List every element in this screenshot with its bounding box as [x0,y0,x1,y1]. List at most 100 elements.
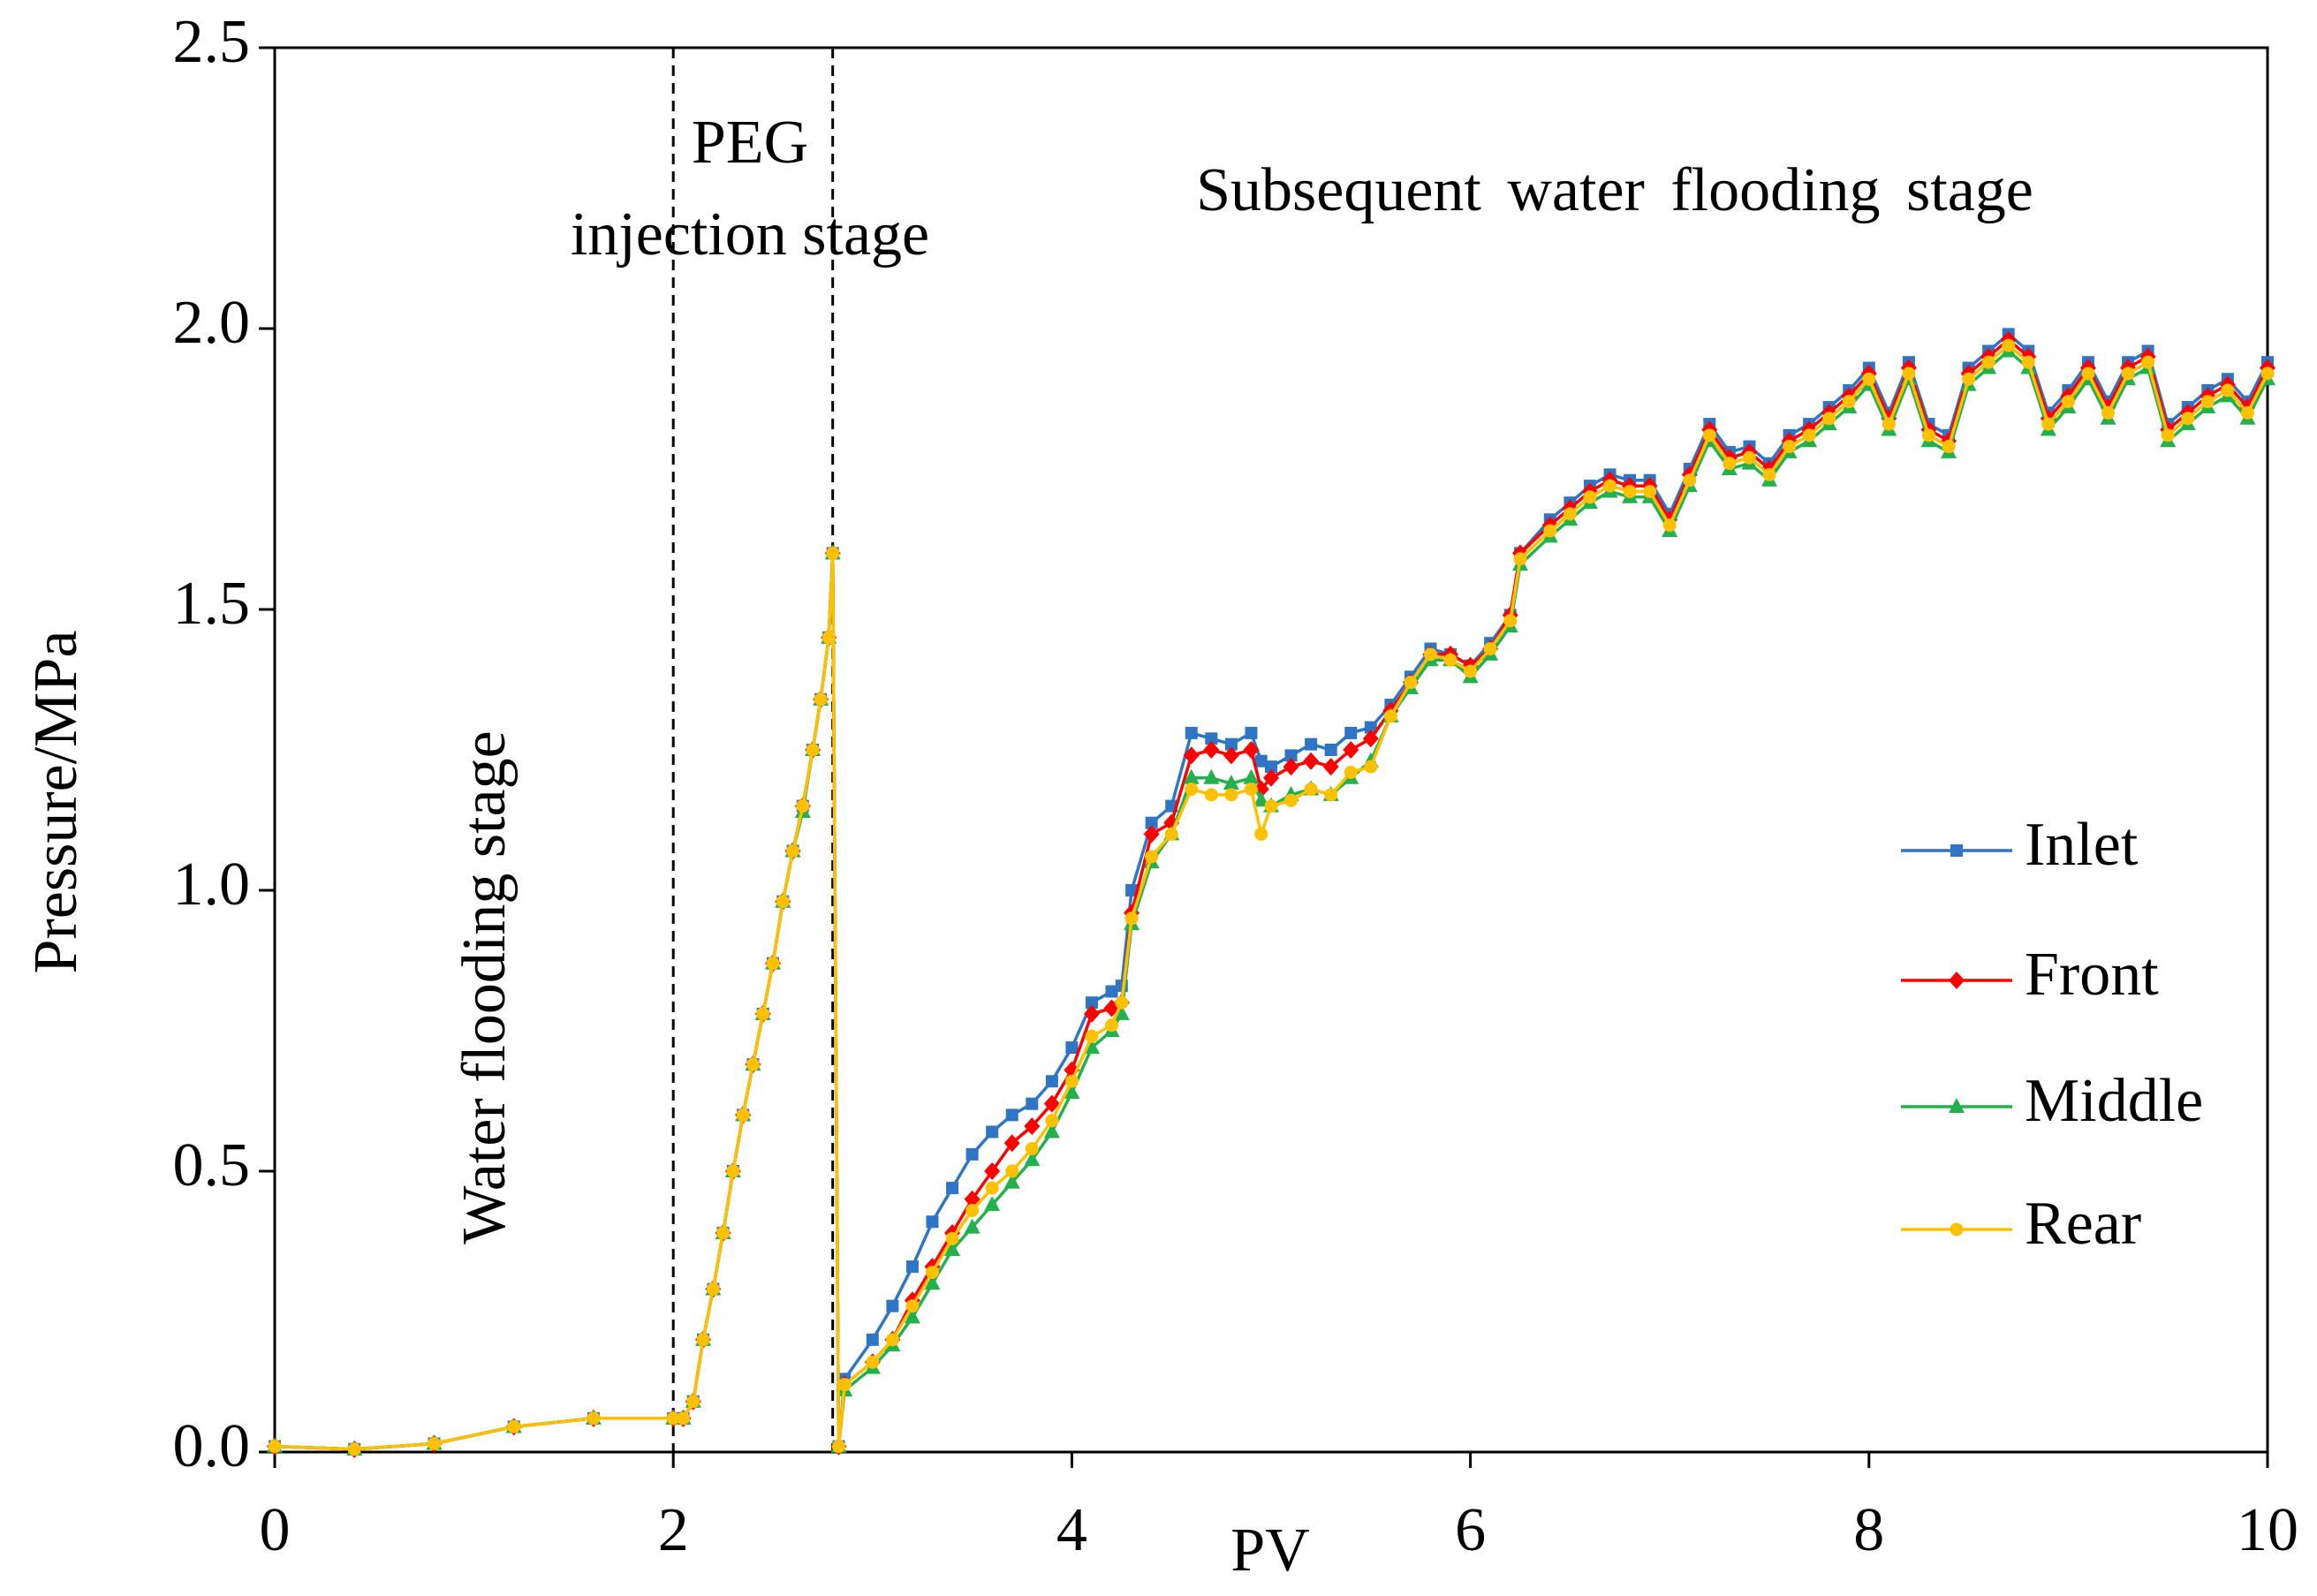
marker [736,1108,750,1122]
marker [1024,1117,1041,1136]
marker [1962,372,1976,386]
marker [507,1419,521,1433]
series [267,342,2275,1456]
marker [1065,1041,1079,1055]
marker [1284,793,1299,807]
y-tick-label: 2.0 [173,289,251,357]
marker [1404,676,1418,690]
marker [1105,1018,1119,1032]
marker [2101,405,2116,420]
marker [1284,749,1298,762]
marker [1253,791,1269,807]
marker [796,799,810,813]
series-line [274,349,2269,1451]
marker [2041,417,2056,431]
marker [2021,355,2035,369]
marker [1762,467,1776,481]
x-tick-label: 0 [260,1496,291,1564]
marker [1383,709,1397,723]
marker [676,1411,690,1426]
marker [905,1299,920,1313]
marker [866,1333,879,1346]
marker [946,1182,959,1195]
x-axis-label: PV [1230,1517,1309,1585]
marker [1950,1222,1964,1237]
marker [1145,816,1158,829]
y-axis-label: Pressure/MPa [22,631,90,974]
x-tick-label: 2 [658,1496,689,1564]
marker [2181,412,2195,426]
marker [2260,367,2275,381]
marker [1324,788,1338,802]
marker [1643,484,1657,498]
marker [1043,1094,1060,1113]
x-tick-label: 8 [1853,1496,1884,1564]
marker [1064,1074,1079,1088]
marker [1026,1097,1039,1110]
marker [1205,732,1218,745]
marker [1223,746,1239,765]
marker [822,631,836,645]
marker [1283,758,1299,776]
marker [986,1125,999,1138]
legend-label: Inlet [2025,811,2139,879]
marker [806,743,820,757]
marker [826,546,840,560]
marker [1083,1004,1100,1023]
plot-frame [273,46,2269,1454]
marker [1204,788,1218,802]
marker [1264,799,1278,813]
marker [776,895,790,909]
marker [1882,417,1896,431]
marker [1343,741,1359,759]
marker [427,1436,441,1450]
marker [1304,783,1318,797]
marker [1783,440,1797,454]
legend-label: Rear [2025,1190,2141,1258]
marker [1263,768,1279,787]
x-tick-label: 10 [2237,1496,2298,1564]
marker [1344,765,1358,779]
marker [1224,737,1238,751]
marker [944,1241,961,1257]
marker [1183,768,1200,784]
marker [766,957,780,971]
marker [666,1411,680,1426]
marker [2240,405,2254,420]
marker [1723,457,1737,471]
marker [726,1164,740,1178]
marker [1583,490,1597,504]
marker [965,1204,980,1218]
x-tick-label: 4 [1056,1496,1087,1564]
marker [905,1260,919,1274]
marker [1483,642,1497,656]
series [267,330,2275,1458]
y-tick-label: 2.5 [173,8,251,76]
legend-label: Front [2025,941,2159,1009]
marker [1254,827,1268,841]
marker [1203,741,1220,759]
marker [964,1190,981,1208]
marker [1623,484,1637,498]
marker [1702,428,1716,442]
marker [1145,850,1159,864]
marker [1822,412,1836,426]
marker [716,1226,731,1240]
annotation: PEG [692,109,808,177]
marker [1064,1083,1080,1099]
marker [1662,518,1677,533]
marker [1243,741,1260,759]
marker [1085,996,1098,1010]
marker [1364,721,1377,734]
marker [1364,760,1378,774]
marker [1045,1075,1058,1088]
marker [756,1007,770,1021]
marker [1563,507,1577,521]
marker [1185,783,1199,797]
marker [1362,730,1379,748]
marker [1083,1039,1100,1055]
marker [1143,825,1160,843]
marker [1185,726,1198,739]
marker [926,1215,939,1229]
